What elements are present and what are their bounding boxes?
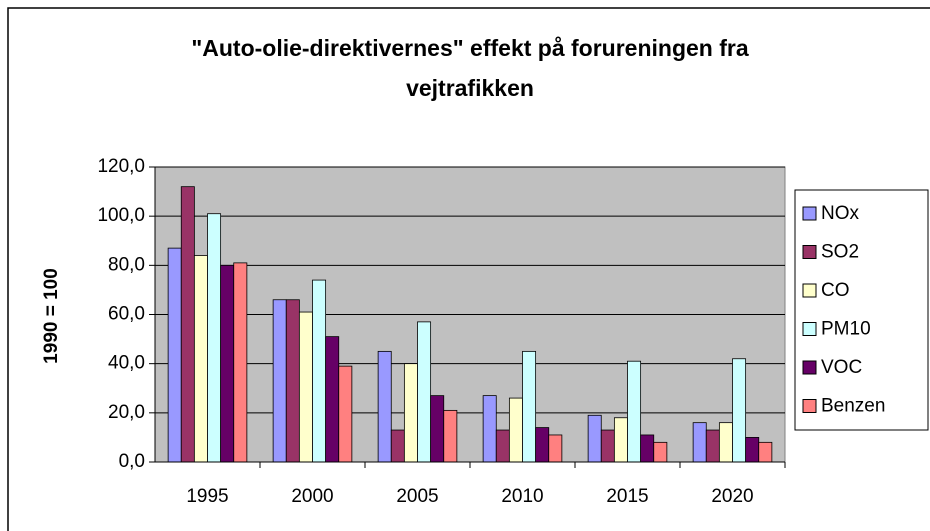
bar (692, 422, 707, 463)
bar (758, 441, 773, 463)
bar (207, 213, 222, 463)
x-tick-label: 2015 (606, 486, 648, 507)
bar (495, 429, 510, 463)
bar (640, 434, 655, 463)
bar (403, 363, 418, 463)
bar (167, 247, 182, 463)
y-tick-label: 120,0 (97, 156, 145, 177)
legend-label: CO (821, 280, 850, 301)
y-tick-label: 60,0 (108, 304, 145, 325)
bar (233, 262, 248, 463)
bar (390, 429, 405, 463)
legend-label: NOx (821, 203, 860, 224)
bar (377, 350, 392, 463)
legend-swatch (802, 206, 817, 221)
bar (430, 395, 445, 463)
bar (535, 427, 550, 463)
bar (298, 311, 313, 463)
y-axis-label: 1990 = 100 (41, 268, 62, 364)
bar (548, 434, 563, 463)
bar (613, 417, 628, 463)
legend-label: VOC (821, 357, 862, 378)
bar (312, 279, 327, 463)
legend-swatch (802, 360, 817, 375)
bar (732, 358, 747, 463)
chart-title: "Auto-olie-direktivernes" effekt på foru… (191, 35, 749, 101)
bar (193, 255, 208, 463)
bar (705, 429, 720, 463)
legend-swatch (802, 322, 817, 336)
bar (522, 350, 537, 463)
bar (718, 422, 733, 463)
x-tick-label: 2005 (396, 486, 438, 507)
bar (417, 321, 432, 463)
legend-swatch (802, 245, 817, 259)
bar (180, 186, 195, 463)
bar (338, 365, 353, 463)
legend-box (794, 189, 929, 431)
x-tick-label: 2010 (501, 486, 543, 507)
bar (220, 264, 235, 463)
bar (587, 414, 602, 463)
legend-label: PM10 (821, 319, 871, 340)
bar (627, 360, 642, 463)
legend-swatch (802, 399, 817, 413)
y-tick-label: 100,0 (97, 205, 145, 226)
bar (443, 409, 458, 463)
y-tick-label: 80,0 (108, 254, 145, 275)
legend-label: SO2 (821, 242, 859, 263)
legend-swatch (802, 283, 817, 298)
bar (653, 441, 668, 463)
x-tick-label: 1995 (186, 486, 228, 507)
bar (272, 299, 287, 463)
x-tick-label: 2020 (711, 486, 753, 507)
bar (285, 299, 300, 463)
y-tick-label: 40,0 (108, 353, 145, 374)
x-tick-label: 2000 (291, 486, 333, 507)
bar (482, 395, 497, 463)
bar (745, 437, 760, 463)
bar (600, 429, 615, 463)
bar (508, 397, 523, 463)
y-tick-label: 20,0 (108, 402, 145, 423)
bar (325, 336, 340, 463)
legend-label: Benzen (821, 396, 885, 417)
y-tick-label: 0,0 (119, 451, 145, 472)
